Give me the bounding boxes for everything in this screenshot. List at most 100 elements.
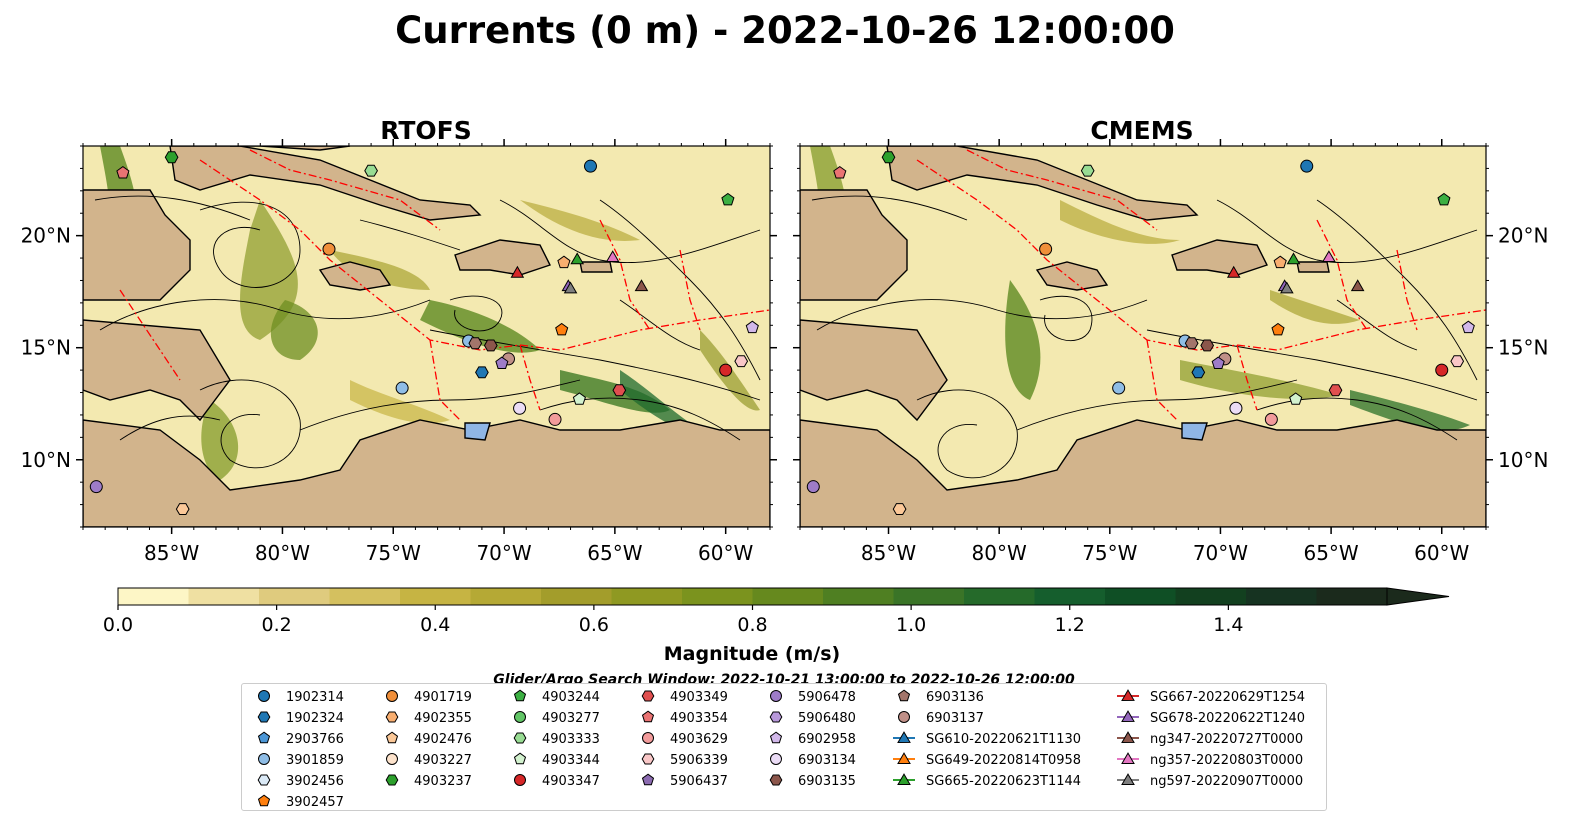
float-marker [719, 363, 733, 377]
legend-label: 4903237 [414, 774, 472, 789]
float-marker [116, 165, 130, 179]
legend-label: SG649-20220814T0958 [926, 753, 1081, 768]
legend-label: 5906480 [798, 711, 856, 726]
float-marker [634, 279, 649, 292]
float-marker [1080, 164, 1095, 177]
legend-label: SG678-20220622T1240 [1150, 711, 1305, 726]
lon-tick-label: 85°W [144, 541, 199, 565]
streamlines [811, 195, 1478, 479]
float-marker [510, 265, 525, 278]
float-marker [1289, 392, 1303, 405]
legend-marker [514, 774, 526, 786]
float-marker [1273, 255, 1287, 269]
legend-label: 4903349 [670, 690, 728, 705]
legend-marker [642, 732, 654, 744]
legend-marker [770, 753, 782, 765]
legend-label: 4903354 [670, 711, 728, 726]
lat-tick-label: 10°N [1498, 448, 1548, 472]
float-marker [483, 339, 498, 352]
float-marker [555, 322, 569, 336]
legend-label: SG667-20220629T1254 [1150, 690, 1305, 705]
colorbar-segment [1105, 588, 1176, 605]
colorbar-segment [611, 588, 683, 605]
legend-marker [1121, 710, 1135, 723]
lon-tick-label: 65°W [1303, 541, 1358, 565]
colorbar-tick-label: 1.4 [1213, 614, 1243, 636]
legend-marker [386, 753, 398, 765]
legend-marker [769, 774, 783, 786]
legend-label: 4903629 [670, 732, 728, 747]
colorbar-segment [964, 588, 1035, 605]
float-marker [734, 355, 749, 368]
legend-label: 2903766 [286, 732, 344, 747]
float-marker [1039, 242, 1053, 256]
float-marker [1461, 320, 1475, 334]
colorbar-segment [259, 588, 330, 605]
float-marker [1112, 381, 1126, 395]
legend-label: 4903277 [542, 711, 600, 726]
colorbar-extend-arrow [1386, 587, 1450, 606]
legend-marker [897, 752, 911, 764]
float-marker [1271, 322, 1285, 336]
float-marker [1350, 279, 1365, 292]
lon-tick-label: 65°W [587, 541, 642, 565]
map-frame-cmems [799, 145, 1487, 528]
float-marker [513, 401, 527, 415]
colorbar-segment [470, 588, 542, 605]
legend-label: 4903344 [542, 753, 600, 768]
float-marker [1200, 339, 1215, 352]
legend-label: 4902476 [414, 732, 472, 747]
float-marker [164, 151, 179, 164]
colorbar-segment [541, 588, 612, 605]
panel-title-cmems: CMEMS [1090, 116, 1193, 145]
float-marker [395, 381, 409, 395]
colorbar-tick-label: 1.2 [1055, 614, 1085, 636]
float-marker [495, 356, 509, 369]
float-marker [475, 366, 489, 379]
legend-marker [897, 689, 911, 702]
legend-marker [257, 774, 271, 786]
float-marker [881, 151, 896, 164]
map-frame-rtofs [82, 145, 771, 528]
legend-marker [770, 690, 782, 702]
colorbar-tick-label: 0.2 [262, 614, 292, 636]
axis-ticks-cmems: 85°W 80°W 75°W 70°W 65°W 60°W 20°N 15°N 10°N [793, 139, 1548, 565]
lon-tick-label: 70°W [476, 541, 531, 565]
float-marker [1300, 159, 1314, 173]
colorbar: 0.0 0.2 0.4 0.6 0.8 1.0 1.2 1.4 [103, 587, 1450, 636]
float-marker [1264, 412, 1278, 426]
float-marker [612, 384, 627, 397]
lon-tick-label: 80°W [255, 541, 310, 565]
colorbar-segment [1316, 588, 1388, 605]
legend-label: ng347-20220727T0000 [1150, 732, 1303, 747]
float-marker [1437, 192, 1451, 206]
legend-label: 4903244 [542, 690, 600, 705]
legend-marker [1121, 689, 1135, 702]
legend-marker [897, 773, 911, 785]
float-marker [570, 252, 585, 265]
legend-marker [514, 711, 526, 723]
lon-tick-label: 60°W [1414, 541, 1469, 565]
float-marker [806, 480, 820, 494]
legend-marker [513, 732, 527, 744]
legend-label: 5906478 [798, 690, 856, 705]
legend-label: 5906339 [670, 753, 728, 768]
legend-marker [641, 773, 655, 786]
colorbar-segment [1034, 588, 1106, 605]
legend: 1902314 1902324 2903766 3901859 3902456 39024… [241, 683, 1327, 811]
colorbar-segment [188, 588, 260, 605]
float-marker [1435, 363, 1449, 377]
lon-tick-label: 70°W [1193, 541, 1248, 565]
colorbar-segment [752, 588, 824, 605]
legend-marker [386, 690, 398, 702]
float-marker [563, 281, 578, 294]
legend-label: SG665-20220623T1144 [926, 774, 1081, 789]
float-marker [89, 480, 103, 494]
markers-layer [806, 151, 1475, 515]
lat-tick-label: 20°N [1498, 224, 1548, 248]
map-area-cmems [800, 146, 1486, 527]
colorbar-segment [1246, 588, 1317, 605]
float-marker [1226, 265, 1241, 278]
legend-label: ng597-20220907T0000 [1150, 774, 1303, 789]
float-marker [833, 165, 847, 179]
